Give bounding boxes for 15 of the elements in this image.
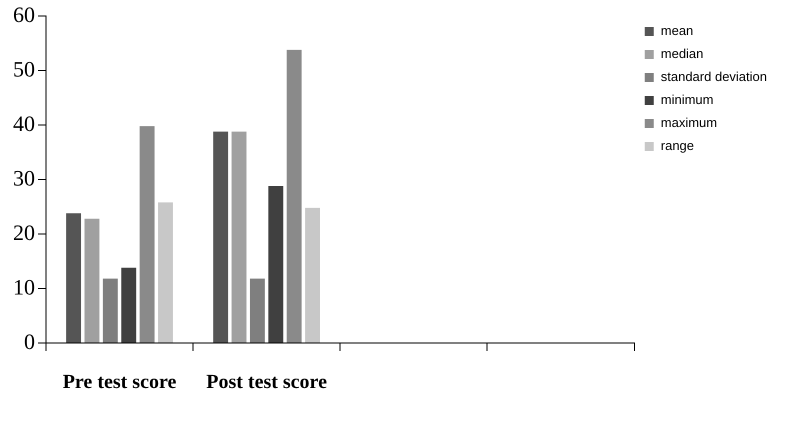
legend-label: maximum (660, 115, 718, 130)
legend-label: range (660, 138, 694, 154)
x-tick-label: Pre test score (62, 371, 176, 394)
x-tick-label: Post test score (206, 371, 328, 394)
legend-label: standard deviation (660, 69, 768, 84)
y-tick-label: 50 (13, 56, 35, 82)
legend-label: minimum (660, 92, 714, 108)
y-tick-label: 0 (24, 328, 35, 354)
y-tick-label: 40 (13, 110, 35, 136)
y-tick-label: 60 (13, 2, 35, 27)
y-tick-label: 10 (13, 274, 35, 300)
y-tick-label: 30 (13, 165, 35, 190)
legend-label: mean (660, 23, 694, 38)
legend-label: median (660, 46, 704, 62)
y-tick-label: 20 (13, 220, 35, 245)
